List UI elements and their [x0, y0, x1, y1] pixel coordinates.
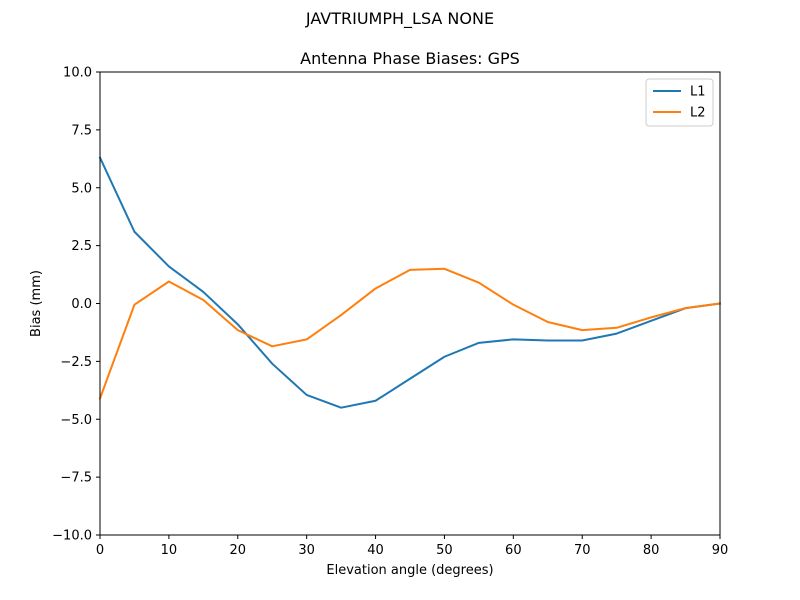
x-tick-label: 90 [712, 543, 729, 558]
y-tick-label: −5.0 [60, 413, 92, 428]
x-tick-label: 10 [161, 543, 178, 558]
x-tick-label: 60 [505, 543, 522, 558]
y-tick-label: −10.0 [52, 529, 92, 544]
x-tick-label: 20 [230, 543, 247, 558]
x-tick-label: 40 [367, 543, 384, 558]
y-tick-label: 5.0 [71, 181, 92, 196]
x-tick-label: 30 [298, 543, 315, 558]
plot-area [98, 71, 722, 536]
legend-label-l2: L2 [690, 106, 706, 121]
y-tick-label: 0.0 [71, 297, 92, 312]
series-layer [98, 156, 722, 409]
y-tick-label: 2.5 [71, 239, 92, 254]
x-axis-label: Elevation angle (degrees) [326, 563, 493, 578]
chart-title: Antenna Phase Biases: GPS [300, 49, 520, 68]
x-tick-label: 0 [96, 543, 104, 558]
figure-suptitle: JAVTRIUMPH_LSA NONE [305, 9, 494, 29]
y-axis-label: Bias (mm) [29, 270, 44, 337]
x-tick-label: 50 [436, 543, 453, 558]
y-axis-ticks: −10.0 −7.5 −5.0 −2.5 0.0 2.5 5.0 7.5 10.0 [52, 66, 100, 544]
legend: L1 L2 [645, 78, 714, 127]
plot-background [100, 72, 720, 535]
y-tick-label: 10.0 [63, 66, 92, 81]
legend-label-l1: L1 [690, 85, 706, 100]
y-tick-label: 7.5 [71, 123, 92, 138]
x-axis-ticks: 0 10 20 30 40 50 60 70 80 90 [96, 535, 728, 558]
x-tick-label: 70 [574, 543, 591, 558]
y-tick-label: −2.5 [60, 355, 92, 370]
x-tick-label: 80 [643, 543, 660, 558]
y-tick-label: −7.5 [60, 471, 92, 486]
